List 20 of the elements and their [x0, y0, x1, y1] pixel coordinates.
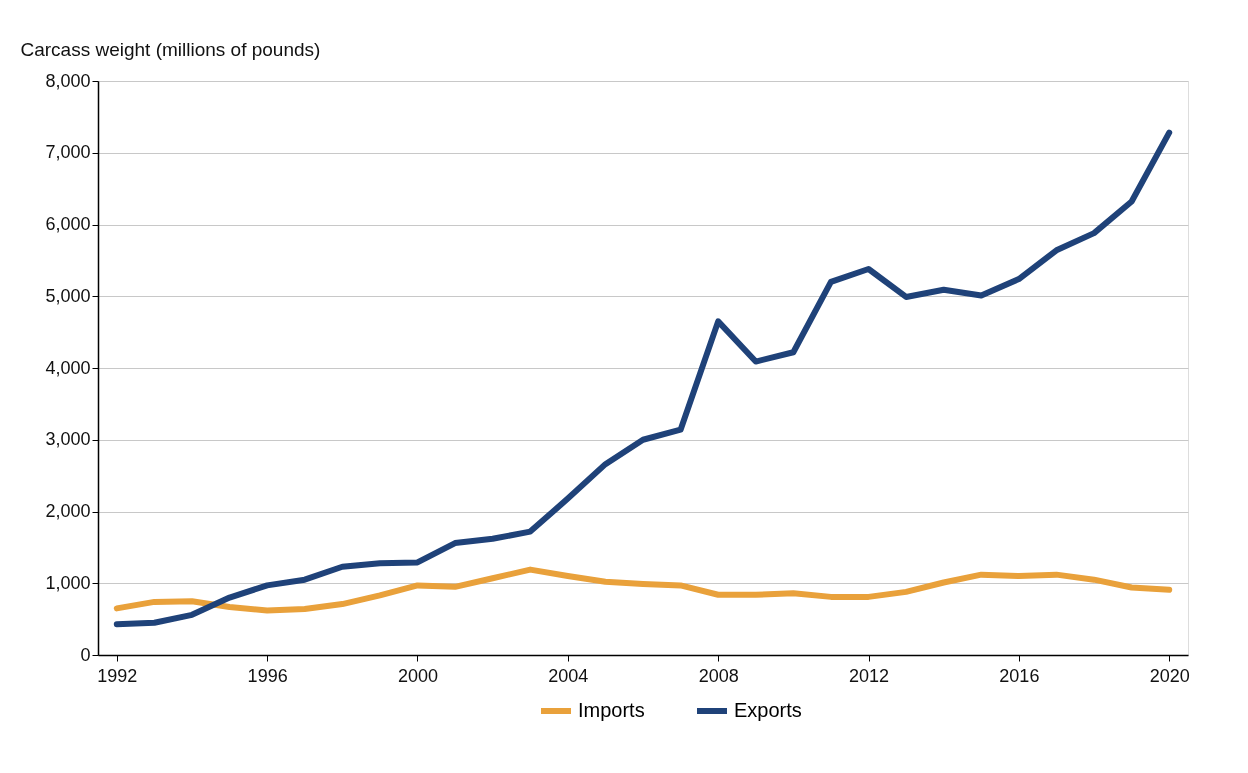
x-tick-label: 2004 [548, 665, 589, 686]
y-tick-label: 4,000 [45, 357, 91, 378]
y-tick-label: 2,000 [45, 501, 91, 521]
x-tick-label: 2008 [698, 665, 739, 686]
y-axis-title: Carcass weight (millions of pounds) [20, 38, 321, 60]
x-tick-label: 2012 [848, 665, 890, 686]
y-tick-label: 6,000 [45, 214, 91, 234]
x-tick-label: 1996 [247, 665, 288, 686]
y-tick-label: 5,000 [45, 285, 91, 306]
y-tick-label: 3,000 [45, 429, 91, 450]
legend-label: Exports [734, 699, 802, 721]
y-tick-label: 8,000 [45, 70, 91, 91]
y-tick-label: 0 [80, 644, 91, 665]
x-tick-label: 2016 [999, 665, 1040, 686]
legend-label: Imports [578, 699, 645, 721]
x-tick-label: 2000 [397, 665, 439, 686]
x-tick-label: 1992 [97, 665, 138, 686]
y-tick-label: 1,000 [45, 572, 91, 593]
y-tick-label: 7,000 [45, 142, 91, 163]
x-tick-label: 2020 [1149, 665, 1190, 686]
